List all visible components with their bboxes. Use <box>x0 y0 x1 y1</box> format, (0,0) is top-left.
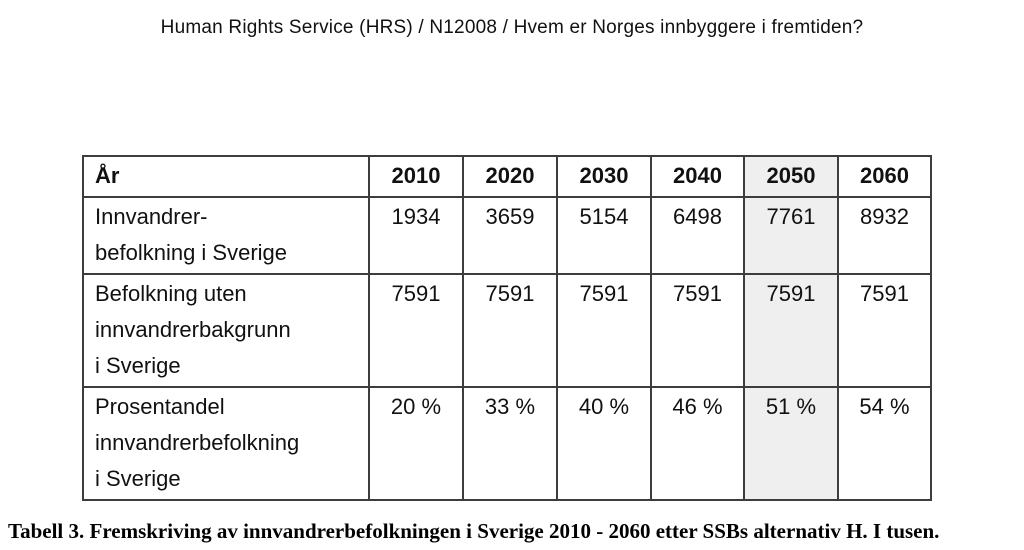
header-cell-2010: 2010 <box>368 155 464 198</box>
value-cell: 5154 <box>556 196 652 275</box>
value-cell-highlighted: 7591 <box>743 273 839 388</box>
value-cell: 40 % <box>556 386 652 501</box>
table-row-population-without-immigrant-background: Befolkning uten innvandrerbakgrunn i Sve… <box>82 273 932 388</box>
header-cell-2030: 2030 <box>556 155 652 198</box>
value-cell: 1934 <box>368 196 464 275</box>
header-cell-2050: 2050 <box>743 155 839 198</box>
table-caption: Tabell 3. Fremskriving av innvandrerbefo… <box>8 519 940 543</box>
table-row-immigrant-population: Innvandrer- befolkning i Sverige 1934 36… <box>82 196 932 275</box>
row-label: Befolkning uten innvandrerbakgrunn i Sve… <box>82 273 370 388</box>
table-header-row: År 2010 2020 2030 2040 2050 2060 <box>82 155 932 198</box>
table-row-percentage-immigrant-population: Prosentandel innvandrerbefolkning i Sver… <box>82 386 932 501</box>
value-cell: 46 % <box>650 386 745 501</box>
value-cell: 6498 <box>650 196 745 275</box>
value-cell: 3659 <box>462 196 558 275</box>
value-cell: 54 % <box>837 386 932 501</box>
value-cell: 7591 <box>368 273 464 388</box>
value-cell-highlighted: 7761 <box>743 196 839 275</box>
header-cell-2020: 2020 <box>462 155 558 198</box>
value-cell: 7591 <box>462 273 558 388</box>
document-header: Human Rights Service (HRS) / N12008 / Hv… <box>160 17 864 38</box>
value-cell: 33 % <box>462 386 558 501</box>
value-cell-highlighted: 51 % <box>743 386 839 501</box>
row-label: Prosentandel innvandrerbefolkning i Sver… <box>82 386 370 501</box>
value-cell: 7591 <box>556 273 652 388</box>
population-projection-table: År 2010 2020 2030 2040 2050 2060 Innvand… <box>82 155 932 501</box>
value-cell: 8932 <box>837 196 932 275</box>
header-cell-2040: 2040 <box>650 155 745 198</box>
row-label: Innvandrer- befolkning i Sverige <box>82 196 370 275</box>
value-cell: 7591 <box>837 273 932 388</box>
header-cell-2060: 2060 <box>837 155 932 198</box>
value-cell: 7591 <box>650 273 745 388</box>
value-cell: 20 % <box>368 386 464 501</box>
header-cell-year-label: År <box>82 155 370 198</box>
